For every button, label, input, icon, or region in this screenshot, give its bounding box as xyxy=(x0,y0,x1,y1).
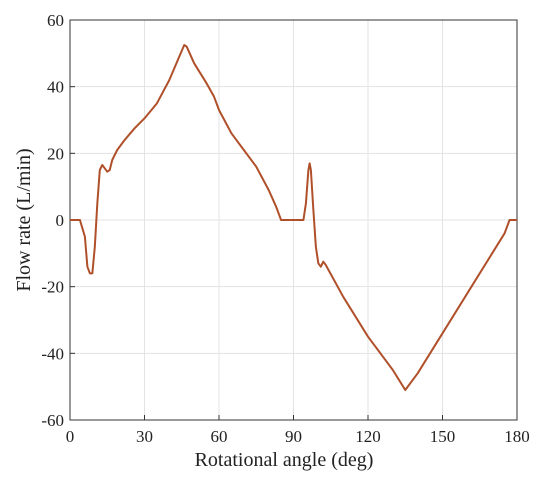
y-tick-label: 20 xyxy=(47,144,64,163)
y-tick-label: 60 xyxy=(47,11,64,30)
y-tick-label: 40 xyxy=(47,78,64,97)
x-tick-label: 120 xyxy=(355,427,381,446)
x-tick-label: 150 xyxy=(430,427,456,446)
x-tick-label: 0 xyxy=(66,427,75,446)
x-tick-label: 180 xyxy=(504,427,530,446)
y-tick-label: -60 xyxy=(41,411,64,430)
x-tick-label: 60 xyxy=(211,427,228,446)
x-tick-label: 30 xyxy=(136,427,153,446)
x-axis-label: Rotational angle (deg) xyxy=(195,449,374,471)
data-line xyxy=(70,44,517,391)
y-tick-label: -20 xyxy=(41,278,64,297)
y-tick-label: -40 xyxy=(41,344,64,363)
y-axis-label: Flow rate (L/min) xyxy=(13,148,35,291)
x-tick-label: 90 xyxy=(285,427,302,446)
y-tick-label: 0 xyxy=(56,211,65,230)
